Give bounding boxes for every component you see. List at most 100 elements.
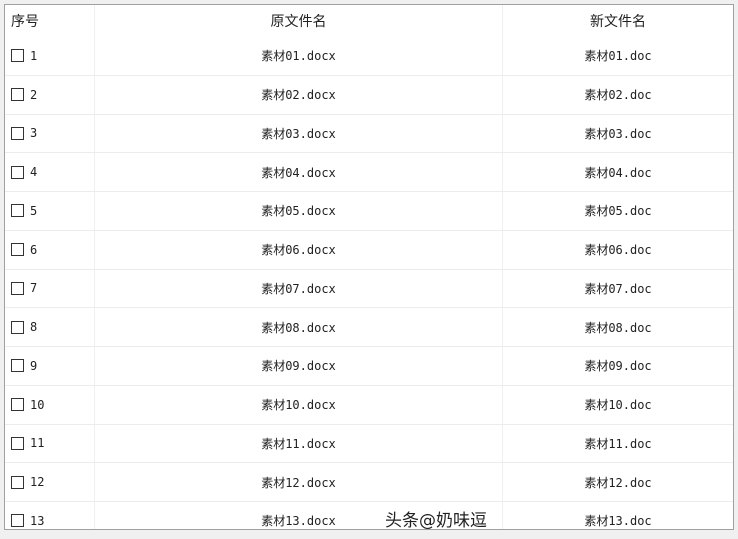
- new-filename: 素材05.doc: [584, 204, 652, 219]
- new-filename: 素材09.doc: [584, 359, 652, 374]
- index-cell: 1: [5, 37, 95, 75]
- row-index: 12: [30, 475, 45, 490]
- table-row[interactable]: 3 素材03.docx 素材03.doc: [5, 114, 733, 154]
- row-checkbox[interactable]: [11, 49, 24, 63]
- original-name-cell: 素材07.docx: [95, 269, 503, 308]
- index-cell: 7: [5, 269, 95, 308]
- original-filename: 素材11.docx: [261, 436, 336, 451]
- row-checkbox[interactable]: [11, 88, 24, 102]
- row-checkbox[interactable]: [11, 514, 24, 528]
- original-name-cell: 素材03.docx: [95, 114, 503, 153]
- row-checkbox[interactable]: [11, 398, 24, 412]
- new-name-cell: 素材12.doc: [503, 463, 733, 501]
- table-row[interactable]: 7 素材07.docx 素材07.doc: [5, 269, 733, 309]
- row-index: 13: [30, 513, 45, 528]
- row-checkbox[interactable]: [11, 243, 24, 257]
- original-name-cell: 素材11.docx: [95, 424, 503, 463]
- index-cell: 2: [5, 75, 95, 114]
- table-row[interactable]: 6 素材06.docx 素材06.doc: [5, 230, 733, 270]
- new-filename: 素材11.doc: [584, 436, 652, 451]
- row-checkbox[interactable]: [11, 436, 24, 450]
- new-name-cell: 素材05.doc: [503, 192, 733, 230]
- row-checkbox[interactable]: [11, 281, 24, 295]
- header-index[interactable]: 序号: [5, 5, 95, 37]
- new-filename: 素材08.doc: [584, 320, 652, 335]
- original-filename: 素材08.docx: [261, 320, 336, 335]
- new-name-cell: 素材06.doc: [503, 231, 733, 269]
- row-checkbox[interactable]: [11, 320, 24, 334]
- original-name-cell: 素材08.docx: [95, 308, 503, 346]
- new-name-cell: 素材07.doc: [503, 270, 733, 308]
- row-index: 4: [30, 165, 38, 180]
- original-filename: 素材05.docx: [261, 204, 336, 219]
- original-filename: 素材13.docx: [261, 514, 336, 529]
- original-filename: 素材12.docx: [261, 475, 336, 490]
- original-name-cell: 素材02.docx: [95, 75, 503, 114]
- index-cell: 10: [5, 385, 95, 424]
- row-index: 6: [30, 242, 38, 257]
- table-row[interactable]: 1 素材01.docx 素材01.doc: [5, 37, 733, 76]
- index-cell: 6: [5, 230, 95, 269]
- table-row[interactable]: 12 素材12.docx 素材12.doc: [5, 463, 733, 502]
- row-index: 1: [30, 48, 38, 63]
- new-name-cell: 素材10.doc: [503, 386, 733, 424]
- original-filename: 素材03.docx: [261, 126, 336, 141]
- row-checkbox[interactable]: [11, 165, 24, 179]
- original-filename: 素材04.docx: [261, 165, 336, 180]
- new-name-cell: 素材09.doc: [503, 347, 733, 385]
- original-name-cell: 素材01.docx: [95, 37, 503, 75]
- original-name-cell: 素材05.docx: [95, 192, 503, 230]
- new-name-cell: 素材03.doc: [503, 115, 733, 153]
- row-checkbox[interactable]: [11, 204, 24, 218]
- table-row[interactable]: 11 素材11.docx 素材11.doc: [5, 424, 733, 464]
- row-index: 11: [30, 436, 45, 451]
- row-checkbox[interactable]: [11, 359, 24, 373]
- original-filename: 素材02.docx: [261, 88, 336, 103]
- original-name-cell: 素材06.docx: [95, 230, 503, 269]
- file-rename-table: 序号 原文件名 新文件名 1 素材01.docx 素材01.doc 2 素材02.…: [4, 4, 734, 530]
- header-original-name[interactable]: 原文件名: [95, 5, 503, 37]
- index-cell: 3: [5, 114, 95, 153]
- row-index: 7: [30, 281, 38, 296]
- row-checkbox[interactable]: [11, 475, 24, 489]
- new-filename: 素材06.doc: [584, 243, 652, 258]
- index-cell: 9: [5, 347, 95, 385]
- row-index: 2: [30, 87, 38, 102]
- index-cell: 13: [5, 502, 95, 529]
- table-row[interactable]: 5 素材05.docx 素材05.doc: [5, 192, 733, 231]
- original-name-cell: 素材13.docx: [95, 502, 503, 529]
- table-header: 序号 原文件名 新文件名: [5, 5, 733, 37]
- row-index: 3: [30, 126, 38, 141]
- row-checkbox[interactable]: [11, 126, 24, 140]
- index-cell: 8: [5, 308, 95, 346]
- header-new-name[interactable]: 新文件名: [590, 14, 646, 30]
- table-row[interactable]: 4 素材04.docx 素材04.doc: [5, 153, 733, 192]
- table-body: 1 素材01.docx 素材01.doc 2 素材02.docx 素材02.doc…: [5, 37, 733, 529]
- new-name-cell: 素材02.doc: [503, 76, 733, 114]
- new-filename: 素材03.doc: [584, 126, 652, 141]
- row-index: 5: [30, 203, 38, 218]
- table-row[interactable]: 2 素材02.docx 素材02.doc: [5, 75, 733, 115]
- index-cell: 4: [5, 153, 95, 191]
- new-name-cell: 素材11.doc: [503, 425, 733, 463]
- new-filename: 素材04.doc: [584, 165, 652, 180]
- original-name-cell: 素材12.docx: [95, 463, 503, 501]
- new-name-cell: 素材01.doc: [503, 37, 733, 75]
- original-filename: 素材09.docx: [261, 359, 336, 374]
- original-filename: 素材06.docx: [261, 243, 336, 258]
- table-row[interactable]: 8 素材08.docx 素材08.doc: [5, 308, 733, 347]
- table-row[interactable]: 13 素材13.docx 素材13.doc: [5, 502, 733, 529]
- table-row[interactable]: 10 素材10.docx 素材10.doc: [5, 385, 733, 425]
- new-filename: 素材02.doc: [584, 88, 652, 103]
- new-name-cell: 素材08.doc: [503, 308, 733, 346]
- row-index: 8: [30, 320, 38, 335]
- new-filename: 素材13.doc: [584, 514, 652, 529]
- new-filename: 素材10.doc: [584, 398, 652, 413]
- watermark: 头条@奶味逗: [385, 511, 487, 531]
- index-cell: 11: [5, 424, 95, 463]
- original-filename: 素材07.docx: [261, 281, 336, 296]
- table-row[interactable]: 9 素材09.docx 素材09.doc: [5, 347, 733, 386]
- index-cell: 12: [5, 463, 95, 501]
- new-filename: 素材07.doc: [584, 281, 652, 296]
- index-cell: 5: [5, 192, 95, 230]
